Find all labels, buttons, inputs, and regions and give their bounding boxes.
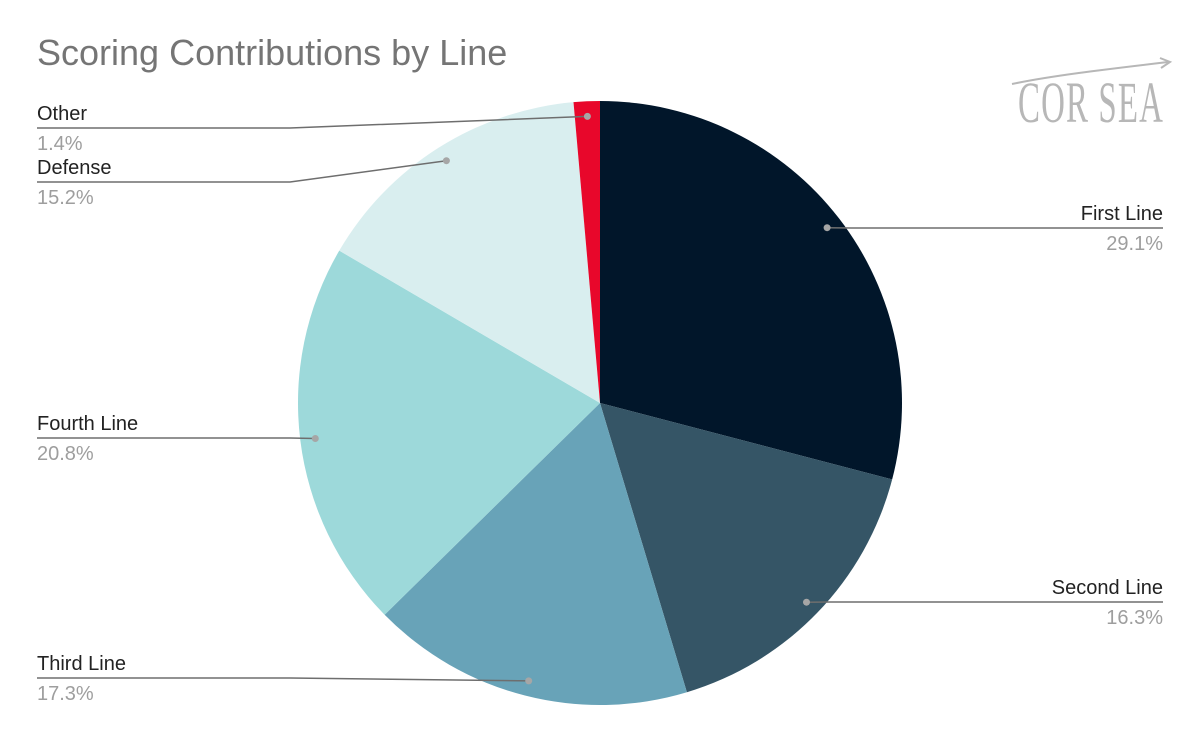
pie-slice-defense <box>339 102 600 404</box>
slice-label-second-line: Second Line <box>1052 577 1163 599</box>
logo-arrow-icon <box>1159 57 1173 69</box>
slice-label-third-line: Third Line <box>37 653 126 675</box>
pie-slice-third-line <box>384 403 687 706</box>
leader-dot-other <box>583 112 591 120</box>
leader-dot-defense <box>442 157 450 165</box>
slice-value-first-line: 29.1% <box>1106 233 1163 255</box>
logo-swoosh <box>1011 61 1169 85</box>
slice-value-other: 1.4% <box>37 133 83 155</box>
leader-line-third-line <box>37 677 529 682</box>
leader-dot-third-line <box>525 677 533 685</box>
logo-wordmark: COR SEA <box>1018 70 1164 135</box>
pie-slice-other <box>573 101 600 403</box>
pie-slice-second-line <box>600 403 893 693</box>
pie-slices <box>297 101 902 706</box>
chart-title: Scoring Contributions by Line <box>37 32 508 73</box>
slice-value-second-line: 16.3% <box>1106 607 1163 629</box>
slice-value-third-line: 17.3% <box>37 683 94 705</box>
leader-lines <box>37 112 1163 685</box>
slice-value-defense: 15.2% <box>37 187 94 209</box>
leader-dot-fourth-line <box>311 435 319 442</box>
pie-slice-first-line <box>600 101 902 480</box>
leader-dot-first-line <box>823 224 831 232</box>
leader-line-fourth-line <box>37 437 316 440</box>
slice-labels: First Line 29.1% Second Line 16.3% Third Lin… <box>37 103 1163 705</box>
brand-logo: COR SEA <box>1011 57 1173 135</box>
slice-label-first-line: First Line <box>1081 203 1163 225</box>
leader-dot-second-line <box>803 598 810 606</box>
leader-line-defense <box>37 159 447 183</box>
slice-label-other: Other <box>37 103 87 125</box>
slice-label-fourth-line: Fourth Line <box>37 413 138 435</box>
leader-line-other <box>37 115 588 129</box>
slice-label-defense: Defense <box>37 157 112 179</box>
pie-slice-fourth-line <box>297 250 600 615</box>
slice-value-fourth-line: 20.8% <box>37 443 94 465</box>
